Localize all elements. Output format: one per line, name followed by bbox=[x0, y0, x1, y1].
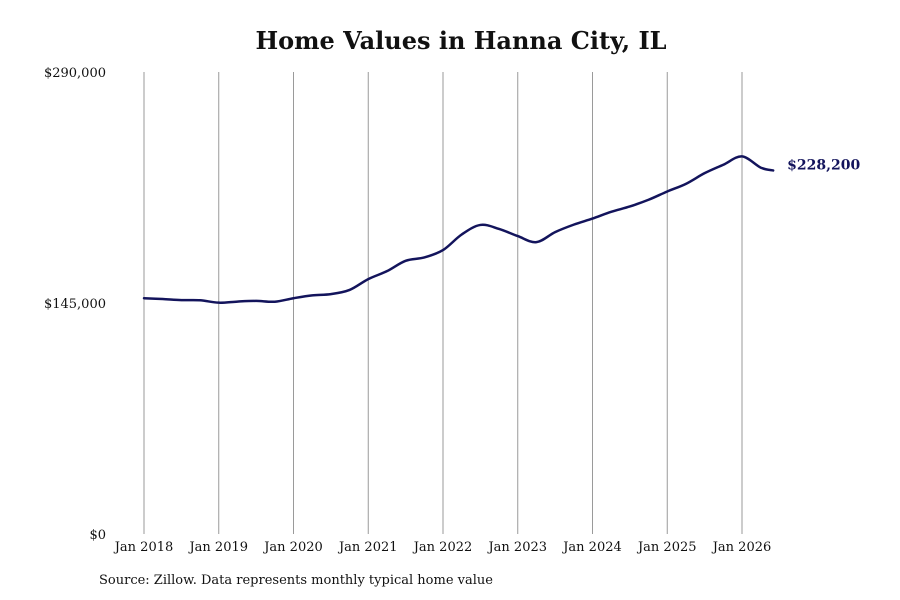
x-tick-label-2025: Jan 2025 bbox=[636, 540, 697, 555]
x-axis-ticks: Jan 2018 Jan 2019 Jan 2020 Jan 2021 Jan 2022… bbox=[113, 540, 772, 555]
x-tick-label-2023: Jan 2023 bbox=[486, 540, 547, 555]
chart-title: Home Values in Hanna City, IL bbox=[255, 26, 667, 55]
end-value-label: $228,200 bbox=[787, 157, 860, 173]
y-tick-label-0: $0 bbox=[89, 528, 106, 543]
y-axis-ticks: $0 $145,000 $290,000 bbox=[44, 66, 106, 543]
x-tick-label-2022: Jan 2022 bbox=[412, 540, 473, 555]
x-tick-label-2018: Jan 2018 bbox=[113, 540, 174, 555]
x-tick-label-2024: Jan 2024 bbox=[561, 540, 622, 555]
x-tick-label-2021: Jan 2021 bbox=[337, 540, 398, 555]
source-note: Source: Zillow. Data represents monthly … bbox=[99, 573, 493, 588]
series bbox=[142, 155, 775, 304]
series-line-0 bbox=[142, 155, 775, 304]
x-tick-label-2020: Jan 2020 bbox=[262, 540, 323, 555]
y-tick-label-2: $290,000 bbox=[44, 66, 106, 81]
x-tick-label-2019: Jan 2019 bbox=[187, 540, 248, 555]
y-tick-label-1: $145,000 bbox=[44, 297, 106, 312]
x-tick-label-2026: Jan 2026 bbox=[711, 540, 772, 555]
